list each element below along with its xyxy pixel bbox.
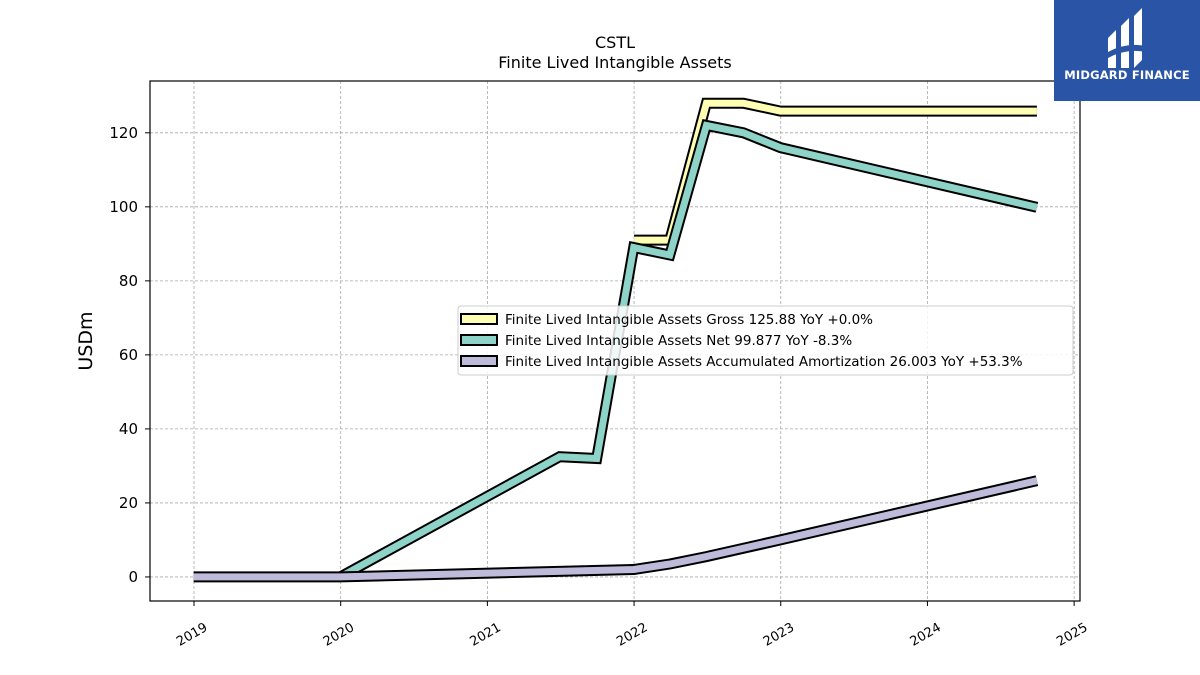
- series-outline-2: [193, 475, 1039, 583]
- legend-label-1: Finite Lived Intangible Assets Net 99.87…: [505, 333, 852, 349]
- series-line-1: [338, 121, 1038, 580]
- x-tick-label: 2021: [468, 620, 504, 650]
- y-tick-label: 120: [109, 124, 138, 142]
- legend-box: [457, 305, 1074, 376]
- legend: Finite Lived Intangible Assets Gross 125…: [457, 305, 1074, 376]
- legend-swatch-0: [460, 313, 498, 325]
- logo: MIDGARD FINANCE: [1054, 0, 1200, 101]
- x-tick-label: 2025: [1054, 620, 1090, 650]
- legend-label-2: Finite Lived Intangible Assets Accumulat…: [505, 354, 1023, 370]
- y-tick-label: 0: [128, 568, 138, 586]
- series-layer: [193, 97, 1039, 583]
- plot-frame: [149, 80, 1081, 602]
- y-tick-label: 80: [119, 272, 138, 290]
- x-tick-label: 2023: [761, 620, 797, 650]
- y-axis-label: USDm: [75, 311, 97, 370]
- legend-swatch-2: [460, 355, 498, 367]
- chart-subtitle: Finite Lived Intangible Assets: [498, 53, 731, 72]
- legend-swatch-1: [460, 334, 498, 346]
- y-tick-label: 100: [109, 198, 138, 216]
- x-tick-label: 2022: [614, 620, 650, 650]
- chart-title: CSTL: [595, 33, 635, 52]
- series-line-2: [193, 477, 1038, 581]
- logo-mark-icon: [1108, 8, 1146, 68]
- legend-label-0: Finite Lived Intangible Assets Gross 125…: [505, 312, 873, 328]
- logo-name: MIDGARD FINANCE: [1064, 68, 1190, 82]
- y-tick-label: 20: [119, 494, 138, 512]
- x-tick-label: 2020: [321, 620, 357, 650]
- y-tick-label: 40: [119, 420, 138, 438]
- y-tick-label: 60: [119, 346, 138, 364]
- series-line-0: [634, 99, 1037, 244]
- x-tick-label: 2019: [174, 620, 210, 650]
- x-tick-label: 2024: [908, 620, 944, 650]
